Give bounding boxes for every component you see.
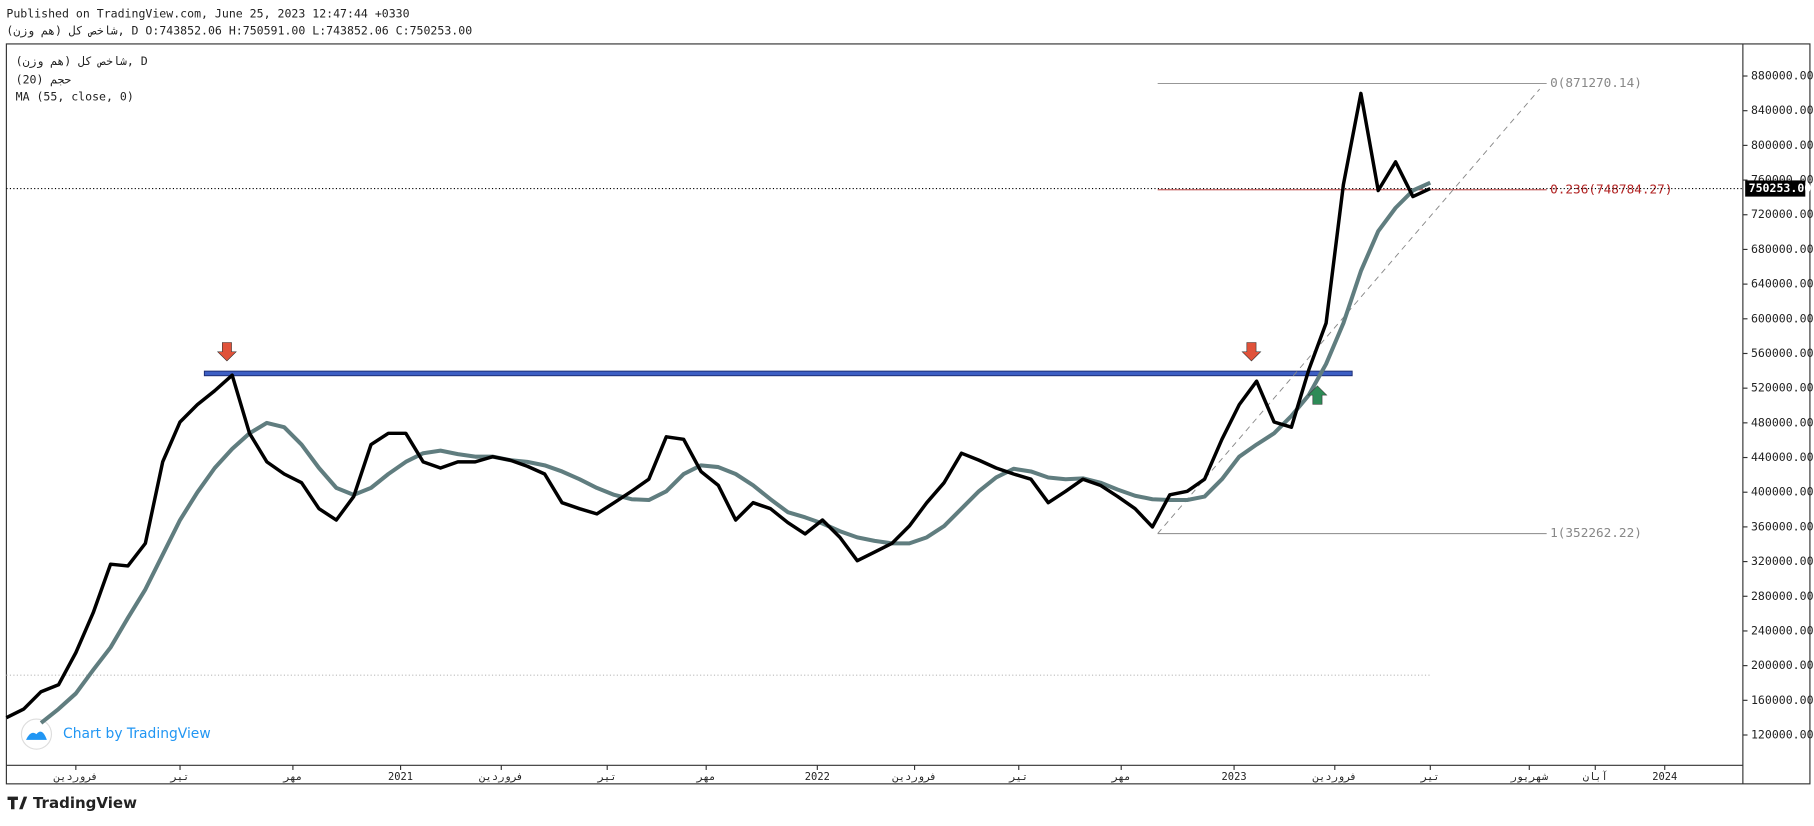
legend-entry: MA (55, close, 0) [16,90,134,104]
last-price-label: 750253.00 [1749,181,1812,195]
legend-entry: شاخص کل (هم وزن), D [16,54,148,69]
x-tick-label: 2022 [805,771,830,783]
y-tick-label: 840000.00 [1751,103,1814,117]
y-tick-label: 480000.00 [1751,415,1814,429]
fib-label: 0(871270.14) [1550,75,1642,90]
y-tick-label: 560000.00 [1751,346,1814,360]
x-tick-label: آبان [1583,770,1608,783]
logo-mark [7,796,28,810]
brand: Chart by TradingView [20,718,211,750]
arrow [1241,342,1262,362]
fib-label: 0.236(748784.27) [1550,181,1672,196]
y-tick-label: 640000.00 [1751,277,1814,291]
resistance-band [203,370,1353,377]
series-line [5,91,1431,720]
brand-cloud [26,731,47,740]
y-tick-label: 680000.00 [1751,242,1814,256]
y-tick-label: 320000.00 [1751,554,1814,568]
x-tick-label: تیر [1008,771,1028,783]
x-tick-label: فروردین [1312,771,1357,783]
x-tick-label: فروردین [892,771,937,783]
logo: TradingView [33,794,137,812]
y-tick-label: 800000.00 [1751,138,1814,152]
x-tick-label: تیر [597,771,617,783]
y-tick-label: 360000.00 [1751,519,1814,533]
last-price-tag [1745,180,1806,197]
published: Published on TradingView.com, June 25, 2… [6,6,409,20]
series-line [39,180,1432,725]
x-tick-label: تیر [1420,771,1440,783]
x-tick-label: تیر [170,771,190,783]
y-tick-label: 200000.00 [1751,658,1814,672]
x-tick-label: فروردین [478,771,523,783]
y-tick-label: 520000.00 [1751,381,1814,395]
arrow [1307,385,1328,405]
y-tick-label: 280000.00 [1751,589,1814,603]
fib-label: 1(352262.22) [1550,525,1642,540]
arrow [216,342,237,362]
brand-text: Chart by TradingView [63,726,211,742]
y-tick-label: 720000.00 [1751,207,1814,221]
x-tick-label: شهریور [1510,771,1549,783]
y-tick-label: 440000.00 [1751,450,1814,464]
x-tick-label: 2021 [388,771,413,783]
y-tick-label: 120000.00 [1751,728,1814,742]
y-tick-label: 400000.00 [1751,485,1814,499]
y-tick-label: 240000.00 [1751,623,1814,637]
y-tick-label: 600000.00 [1751,311,1814,325]
x-tick-label: مهر [1111,771,1131,783]
indicator-label: حجم (20) [16,72,72,86]
frame [5,43,1811,785]
x-tick-label: مهر [696,771,716,783]
x-tick-label: 2023 [1222,771,1247,783]
y-tick-label: 880000.00 [1751,69,1814,83]
x-tick-label: مهر [283,771,303,783]
ohlc: شاخص کل (هم وزن), D O:743852.06 H:750591… [6,24,472,39]
x-tick-label: فروردین [53,771,98,783]
x-tick-label: 2024 [1652,771,1677,783]
y-tick-label: 160000.00 [1751,693,1814,707]
